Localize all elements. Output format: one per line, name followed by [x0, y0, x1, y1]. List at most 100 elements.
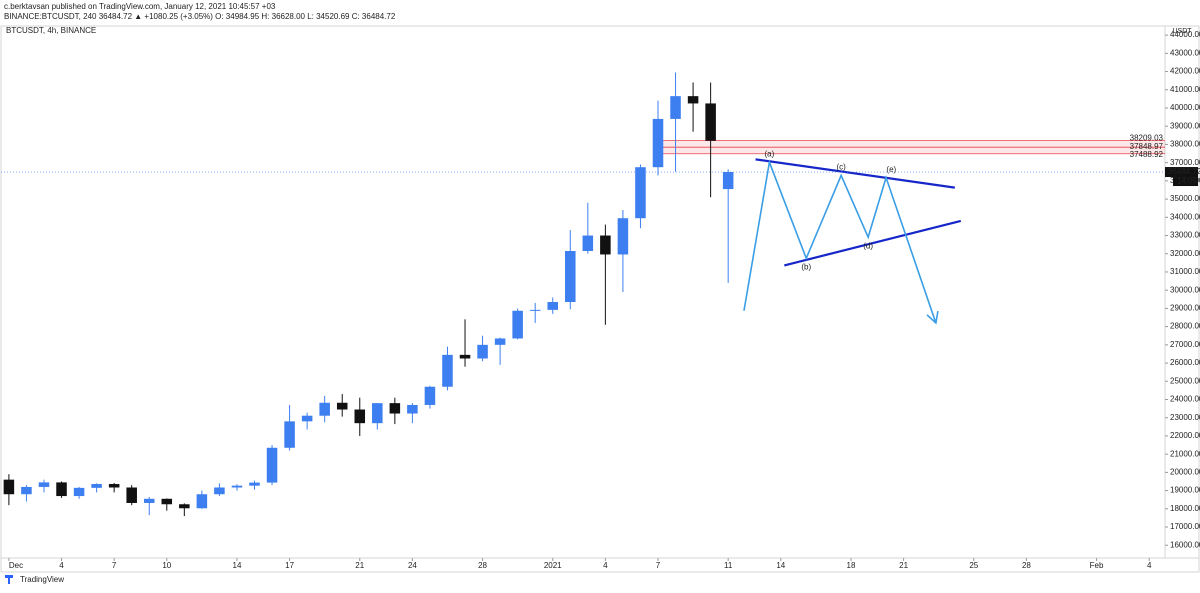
- x-tick-label: 2021: [544, 561, 562, 570]
- candle-body: [547, 302, 559, 310]
- candle-body: [617, 218, 629, 255]
- candle-body: [459, 354, 471, 359]
- candle-body: [266, 447, 278, 483]
- y-tick-label: 33000.00: [1170, 231, 1200, 240]
- candle-body: [600, 235, 611, 255]
- candle-body: [91, 484, 102, 488]
- candle-body: [214, 487, 225, 495]
- published-line: c.berktavsan published on TradingView.co…: [4, 2, 276, 11]
- trendline: [755, 158, 955, 189]
- wave-path: [743, 159, 937, 324]
- x-tick-label: 28: [478, 561, 487, 570]
- y-tick-label: 23000.00: [1170, 413, 1200, 422]
- candle-body: [529, 309, 541, 311]
- wave-label: (e): [886, 165, 896, 174]
- candle-body: [196, 494, 208, 509]
- x-tick-label: 14: [776, 561, 785, 570]
- y-tick-label: 44000.00: [1170, 30, 1200, 39]
- wave-label: (a): [765, 150, 775, 159]
- candle-body: [249, 482, 260, 486]
- y-tick-label: 43000.00: [1170, 48, 1200, 57]
- y-tick-label: 25000.00: [1170, 376, 1200, 385]
- y-axis-label: USDT: [1172, 28, 1192, 35]
- candle-body: [126, 487, 137, 503]
- countdown-tag: [1173, 177, 1198, 187]
- candle-body: [372, 403, 383, 424]
- x-tick-label: 18: [847, 561, 856, 570]
- candle-body: [705, 103, 716, 141]
- candle-body: [179, 504, 190, 509]
- candle-body: [3, 479, 15, 495]
- wave-label: (b): [801, 263, 811, 272]
- x-tick-label: 7: [656, 561, 661, 570]
- y-tick-label: 34000.00: [1170, 212, 1200, 221]
- y-tick-label: 22000.00: [1170, 431, 1200, 440]
- y-tick-label: 20000.00: [1170, 467, 1200, 476]
- candle-body: [231, 485, 243, 488]
- x-tick-label: 14: [233, 561, 242, 570]
- y-tick-label: 24000.00: [1170, 395, 1200, 404]
- candle-body: [38, 482, 50, 487]
- y-tick-label: 39000.00: [1170, 121, 1200, 130]
- y-tick-label: 29000.00: [1170, 304, 1200, 313]
- candle-body: [652, 118, 664, 168]
- candle-body: [424, 386, 436, 405]
- y-tick-label: 18000.00: [1170, 504, 1200, 513]
- y-tick-label: 28000.00: [1170, 322, 1200, 331]
- x-tick-label: 7: [112, 561, 117, 570]
- frame: [0, 25, 1200, 573]
- candle-body: [161, 498, 173, 505]
- y-tick-label: 16000.00: [1170, 540, 1200, 549]
- x-tick-label: Dec: [9, 561, 23, 570]
- candle-body: [565, 251, 576, 303]
- x-tick-label: 21: [899, 561, 908, 570]
- zone-label: 37488.92: [1130, 150, 1164, 159]
- brand-logo: [5, 575, 13, 584]
- candle-body: [336, 402, 348, 410]
- y-tick-label: 21000.00: [1170, 449, 1200, 458]
- candle-body: [512, 310, 523, 339]
- trendline: [784, 219, 962, 267]
- x-tick-label: 28: [1022, 561, 1031, 570]
- last-price-label: 36484.72: [1168, 167, 1200, 176]
- candle-body: [73, 487, 85, 497]
- x-tick-label: Feb: [1090, 561, 1104, 570]
- candle-body: [477, 344, 488, 359]
- x-tick-label: 11: [724, 561, 733, 570]
- wave-arrowhead: [926, 311, 939, 325]
- zone-label: 37848.97: [1130, 142, 1164, 151]
- zone-label: 38209.03: [1130, 134, 1164, 143]
- y-tick-label: 17000.00: [1170, 522, 1200, 531]
- y-tick-label: 40000.00: [1170, 103, 1200, 112]
- wave-label: (d): [863, 242, 873, 251]
- x-tick-label: 10: [162, 561, 171, 570]
- x-tick-label: 24: [408, 561, 417, 570]
- y-tick-label: 31000.00: [1170, 267, 1200, 276]
- y-tick-label: 37000.00: [1170, 158, 1200, 167]
- y-tick-label: 27000.00: [1170, 340, 1200, 349]
- y-tick-label: 38000.00: [1170, 140, 1200, 149]
- x-tick-label: 25: [969, 561, 978, 570]
- y-tick-label: 19000.00: [1170, 486, 1200, 495]
- last-price-tag: [1165, 167, 1198, 178]
- x-tick-label: 4: [603, 561, 608, 570]
- x-tick-label: 21: [355, 561, 364, 570]
- candle-body: [56, 482, 67, 497]
- candle-body: [442, 354, 453, 387]
- x-tick-label: 4: [1147, 561, 1152, 570]
- y-tick-label: 26000.00: [1170, 358, 1200, 367]
- candle-body: [687, 96, 699, 104]
- candle-body: [21, 486, 32, 495]
- wave-label: (c): [836, 162, 846, 171]
- brand: TradingView: [20, 575, 64, 584]
- candle-body: [494, 338, 506, 345]
- x-tick-label: 4: [59, 561, 64, 570]
- candle-body: [108, 484, 120, 488]
- candle-body: [635, 167, 646, 219]
- candle-body: [354, 409, 366, 424]
- candle-body: [582, 235, 594, 252]
- candle-body: [301, 415, 313, 422]
